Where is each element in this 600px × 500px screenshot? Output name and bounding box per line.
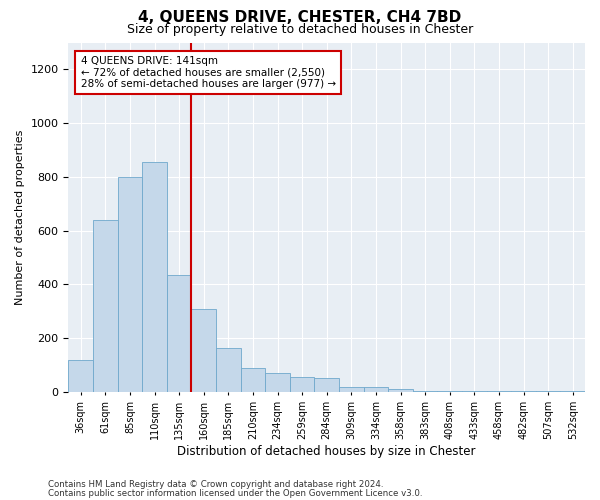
Bar	[388, 389, 413, 392]
Bar	[364, 386, 388, 392]
Bar	[118, 177, 142, 392]
Bar	[93, 220, 118, 392]
Bar	[167, 275, 191, 392]
Bar	[142, 162, 167, 392]
Bar	[339, 386, 364, 392]
Bar	[314, 378, 339, 392]
Bar	[265, 373, 290, 392]
Bar	[413, 390, 437, 392]
Bar	[560, 391, 585, 392]
X-axis label: Distribution of detached houses by size in Chester: Distribution of detached houses by size …	[178, 444, 476, 458]
Bar	[536, 391, 560, 392]
Y-axis label: Number of detached properties: Number of detached properties	[15, 130, 25, 305]
Bar	[191, 308, 216, 392]
Bar	[462, 391, 487, 392]
Bar	[437, 390, 462, 392]
Bar	[68, 360, 93, 392]
Text: Size of property relative to detached houses in Chester: Size of property relative to detached ho…	[127, 22, 473, 36]
Bar	[290, 377, 314, 392]
Bar	[241, 368, 265, 392]
Bar	[216, 348, 241, 392]
Text: 4, QUEENS DRIVE, CHESTER, CH4 7BD: 4, QUEENS DRIVE, CHESTER, CH4 7BD	[139, 10, 461, 25]
Text: 4 QUEENS DRIVE: 141sqm
← 72% of detached houses are smaller (2,550)
28% of semi-: 4 QUEENS DRIVE: 141sqm ← 72% of detached…	[81, 56, 336, 89]
Bar	[487, 391, 511, 392]
Text: Contains HM Land Registry data © Crown copyright and database right 2024.: Contains HM Land Registry data © Crown c…	[48, 480, 383, 489]
Bar	[511, 391, 536, 392]
Text: Contains public sector information licensed under the Open Government Licence v3: Contains public sector information licen…	[48, 488, 422, 498]
